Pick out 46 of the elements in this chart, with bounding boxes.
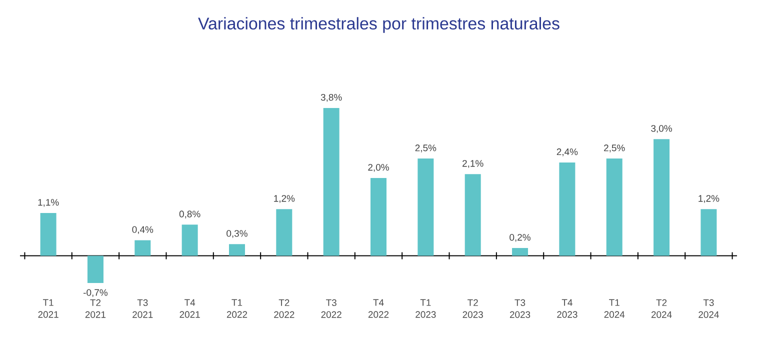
data-label: 0,2% [510,234,530,242]
data-label: 3,0% [651,125,672,133]
bar [464,174,481,256]
data-label: 1,1% [38,199,59,207]
x-tick-label: T2 2022 [274,299,294,318]
bar [182,224,198,256]
data-label: 0,8% [179,210,200,218]
x-tick-label: T3 2022 [321,299,342,318]
x-tick-label: T1 2024 [604,299,625,318]
data-label: 2,5% [415,144,436,152]
bar [654,139,670,256]
data-label: -0,7% [84,289,108,298]
chart-title: Variaciones trimestrales por trimestres naturales [198,17,560,33]
x-tick-label: T3 2021 [132,299,153,318]
bar [559,162,576,256]
x-tick-label: T1 2022 [226,299,248,318]
x-tick-label: T3 2023 [510,299,530,318]
bar [323,108,340,256]
bar [700,209,717,256]
bar [606,158,622,256]
x-tick-label: T4 2023 [557,299,578,318]
bar [40,213,56,256]
data-label: 1,2% [698,195,720,203]
data-label: 2,0% [368,164,389,172]
bar [87,256,104,283]
bar [276,209,292,256]
data-label: 2,4% [556,148,578,156]
bar [134,240,151,256]
data-label: 0,3% [226,230,248,238]
data-label: 3,8% [320,94,342,102]
data-label: 1,2% [274,195,295,203]
bar [418,158,434,256]
x-tick-label: T2 2024 [651,299,672,318]
x-tick-label: T2 2021 [85,299,106,318]
x-tick-label: T4 2022 [368,299,389,318]
bar [370,178,387,256]
bar [512,248,528,256]
x-tick-label: T3 2024 [698,299,719,318]
x-tick-label: T1 2021 [38,299,58,318]
data-label: 0,4% [132,226,154,234]
data-label: 2,1% [462,160,484,168]
x-tick-label: T4 2021 [180,299,200,318]
x-tick-label: T1 2023 [416,299,436,318]
data-label: 2,5% [604,144,625,152]
x-tick-label: T2 2023 [462,299,483,318]
bar [228,244,245,256]
